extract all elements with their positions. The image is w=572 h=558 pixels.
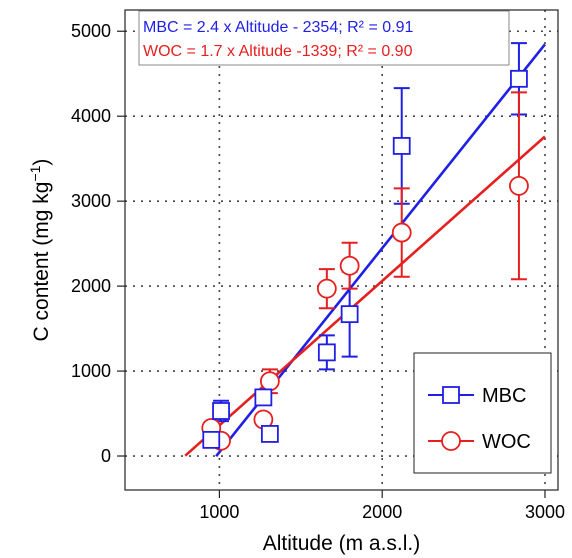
mbc-point <box>317 343 336 362</box>
mbc-point <box>510 69 528 88</box>
data-points <box>201 69 529 451</box>
y-tick-label: 2000 <box>71 276 111 296</box>
woc-point <box>509 175 529 196</box>
mbc-point <box>202 430 221 449</box>
mbc-point <box>260 425 279 443</box>
y-tick-label: 3000 <box>71 191 111 211</box>
x-tick-label: 2000 <box>362 502 402 522</box>
mbc-point <box>340 305 359 324</box>
woc-fit-line <box>184 135 546 457</box>
y-tick-label: 1000 <box>71 361 111 381</box>
legend-label: MBC <box>482 385 526 407</box>
y-axis-label-main: C content (mg kg <box>30 182 53 342</box>
legend-marker <box>441 431 461 451</box>
mbc-equation: MBC = 2.4 x Altitude - 2354; R² = 0.91 <box>143 19 413 36</box>
woc-point <box>259 371 280 392</box>
y-axis-label-exponent: −1 <box>27 165 43 181</box>
legend-item-mbc: MBC <box>428 385 526 407</box>
legend-label: WOC <box>482 431 531 453</box>
y-tick-label: 5000 <box>71 21 111 41</box>
mbc-point <box>254 388 273 407</box>
equation-box: MBC = 2.4 x Altitude - 2354; R² = 0.91 W… <box>138 10 510 66</box>
y-tick-label: 0 <box>101 446 111 466</box>
mbc-point <box>392 137 411 155</box>
legend-marker <box>442 386 460 404</box>
woc-point <box>391 222 412 243</box>
legend: MBC WOC <box>413 352 552 474</box>
woc-point <box>316 278 337 299</box>
legend-item-woc: WOC <box>428 431 531 453</box>
legend-frame <box>413 352 552 474</box>
y-axis-label-close: ) <box>30 159 53 166</box>
axis-ticks: 1000 2000 3000 0 1000 2000 3000 4000 5000 <box>71 21 565 522</box>
y-tick-label: 4000 <box>71 106 111 126</box>
mbc-point <box>212 402 230 420</box>
equation-box-frame <box>138 10 510 66</box>
x-tick-label: 3000 <box>525 502 565 522</box>
plot-frame <box>124 9 559 491</box>
woc-point <box>339 255 360 276</box>
y-axis-label: C content (mg kg−1) <box>27 159 53 342</box>
x-tick-label: 1000 <box>199 502 239 522</box>
x-axis-label: Altitude (m a.s.l.) <box>263 532 421 555</box>
woc-equation: WOC = 1.7 x Altitude -1339; R² = 0.90 <box>143 43 413 60</box>
